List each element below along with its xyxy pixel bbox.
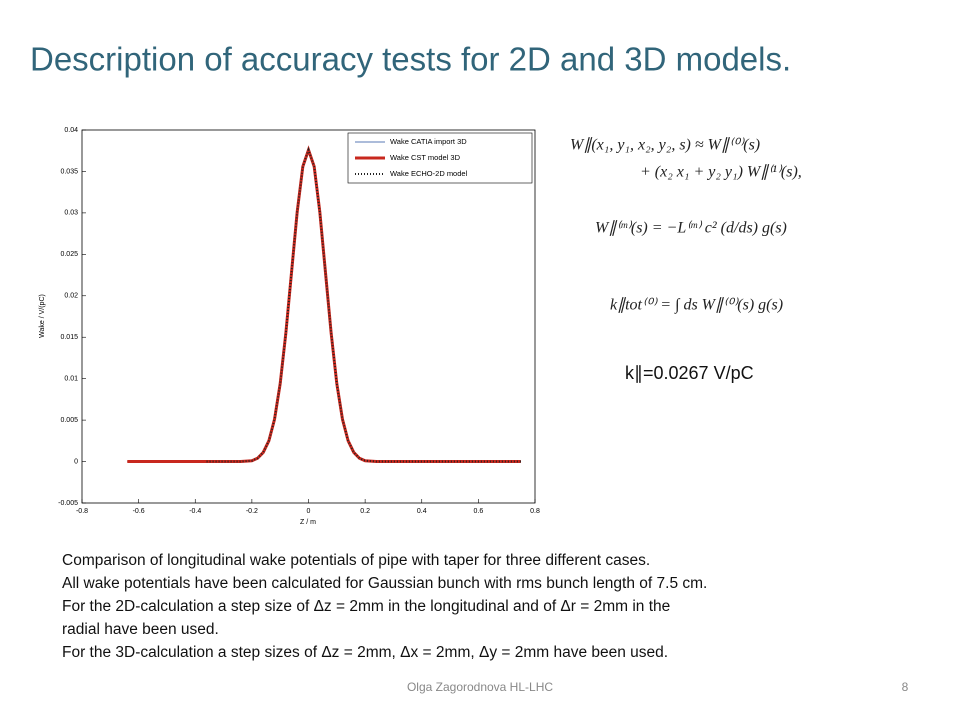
x-tick-label: -0.2 [246,508,258,515]
loss-factor: k∥=0.0267 V/pC [625,363,754,383]
y-tick-label: 0.035 [60,168,78,175]
y-tick-label: 0.005 [60,417,78,424]
y-tick-label: -0.005 [58,500,78,507]
equation: W∥⁽ᵐ⁾(s) = −L⁽ᵐ⁾ c² (d/ds) g(s) [595,220,787,237]
x-tick-label: -0.8 [76,508,88,515]
y-tick-label: 0 [74,458,78,465]
y-tick-label: 0.04 [64,127,78,134]
y-axis-label: Wake / V/(pC) [39,294,46,338]
x-tick-label: 0.2 [360,508,370,515]
y-tick-label: 0.025 [60,251,78,258]
equation: W∥(x₁, y₁, x₂, y₂, s) ≈ W∥⁽⁰⁾(s) [570,137,760,154]
body-line: For the 2D-calculation a step size of Δz… [62,598,670,615]
legend-label: Wake CATIA import 3D [390,137,467,146]
x-tick-label: 0.8 [530,508,540,515]
page-number: 8 [902,680,909,694]
x-axis-label: Z / m [300,519,316,526]
footer: Olga Zagorodnova HL-LHC [407,680,553,694]
equation: k∥tot⁽⁰⁾ = ∫ ds W∥⁽⁰⁾(s) g(s) [610,297,783,315]
body-line: radial have been used. [62,621,219,638]
body-line: Comparison of longitudinal wake potentia… [62,552,650,569]
y-tick-label: 0.03 [64,210,78,217]
x-tick-label: -0.4 [189,508,201,515]
y-tick-label: 0.015 [60,334,78,341]
x-tick-label: -0.6 [133,508,145,515]
x-tick-label: 0 [307,508,311,515]
y-tick-label: 0.01 [64,376,78,383]
plot-area [81,129,536,504]
legend-label: Wake ECHO-2D model [390,169,468,178]
slide-title: Description of accuracy tests for 2D and… [30,41,791,78]
legend-label: Wake CST model 3D [390,153,461,162]
y-tick-label: 0.02 [64,293,78,300]
x-tick-label: 0.4 [417,508,427,515]
body-line: All wake potentials have been calculated… [62,575,707,592]
x-tick-label: 0.6 [474,508,484,515]
body-line: For the 3D-calculation a step sizes of Δ… [62,644,668,661]
equation: + (x₂ x₁ + y₂ y₁) W∥⁽¹⁾(s), [640,164,802,181]
